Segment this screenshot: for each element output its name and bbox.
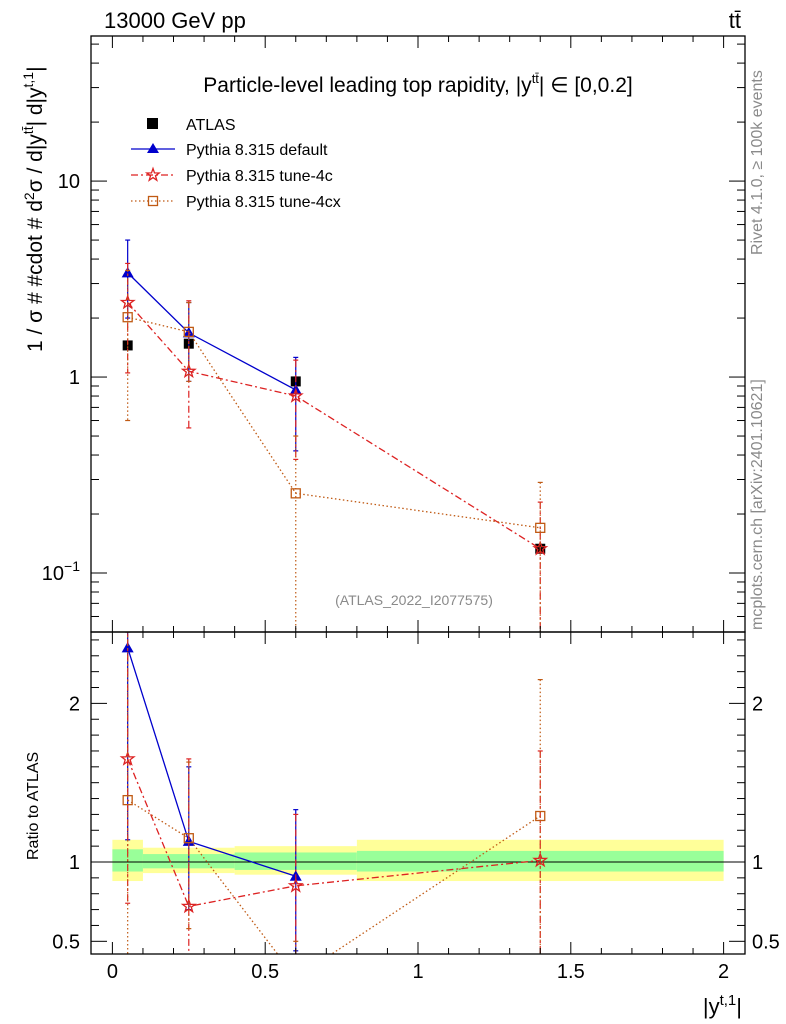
tune4cx-line [127, 316, 541, 529]
tune4cx-point [290, 488, 301, 499]
default-point [121, 266, 134, 278]
ratio-default-line [127, 647, 297, 877]
tune4cx-point [183, 326, 194, 338]
x-tick-label: 0 [107, 961, 118, 983]
ratio-tune4c-point [287, 877, 304, 893]
chart-title: Particle-level leading top rapidity, |yt… [203, 71, 632, 97]
default-line [127, 272, 297, 391]
series-default [121, 239, 302, 452]
ratio-series-tune4cx [122, 632, 546, 954]
legend: ATLAS Pythia 8.315 default Pythia 8.315 … [131, 117, 341, 211]
x-axis-title: |yt,1| [703, 992, 742, 1019]
ratio-tune4cx-line [127, 799, 541, 954]
legend-atlas-label: ATLAS [186, 117, 236, 134]
legend-atlas-marker [147, 118, 158, 129]
x-tick-label: 1 [412, 961, 423, 983]
legend-entry-tune4cx: Pythia 8.315 tune-4cx [131, 194, 341, 211]
rivet-version-label: Rivet 4.1.0, ≥ 100k events [749, 70, 766, 255]
main-y-tick-label: 10 [58, 171, 80, 193]
ratio-y-tick-label-right: 0.5 [752, 931, 780, 953]
tune4cx-point [535, 522, 546, 533]
tune4c-line [127, 302, 541, 550]
legend-tune4cx-label: Pythia 8.315 tune-4cx [186, 194, 341, 211]
legend-tune4cx-marker [147, 195, 159, 207]
ratio-y-tick-label-right: 2 [752, 693, 763, 715]
tune4c-point [287, 387, 304, 403]
x-tick-label: 1.5 [557, 961, 585, 983]
tune4cx-point [122, 312, 133, 323]
ratio-y-axis-title: Ratio to ATLAS [25, 752, 42, 860]
ratio-y-tick-label: 2 [69, 693, 80, 715]
axis-ticks: 0 0.5 1 1.5 2 10−1 1 10 0.5 0.5 1 1 2 2 [42, 36, 780, 983]
legend-tune4c-label: Pythia 8.315 tune-4c [186, 168, 333, 185]
legend-tune4c-marker [144, 166, 162, 182]
legend-default-marker [147, 143, 159, 153]
ratio-tune4c-line [127, 758, 541, 908]
ratio-tune4c-point [180, 897, 197, 914]
header-left-label: 13000 GeV pp [104, 8, 246, 33]
ratio-tune4cx-point [122, 794, 133, 806]
ratio-y-tick-label: 1 [69, 852, 80, 874]
header-right-label: tt̄ [729, 8, 741, 33]
ratio-tune4c-point [532, 851, 549, 868]
ratio-y-tick-label: 0.5 [52, 931, 80, 953]
ratio-series-tune4c [119, 632, 549, 954]
tune4c-point [119, 294, 136, 310]
mcplots-label: mcplots.cern.ch [arXiv:2401.10621] [749, 379, 766, 630]
series-tune4cx [122, 269, 546, 632]
main-y-axis-title: 1 / σ # #cdot # d2σ / d|ytt̄| d|yt,1| [20, 66, 47, 352]
legend-entry-default: Pythia 8.315 default [131, 142, 328, 159]
ratio-tune4cx-point [535, 810, 546, 822]
analysis-watermark: (ATLAS_2022_I2077575) [335, 592, 493, 608]
x-tick-label: 2 [718, 961, 729, 983]
main-y-tick-label: 1 [69, 367, 80, 389]
ratio-tune4cx-point [183, 833, 194, 844]
tune4c-point [180, 362, 197, 379]
ratio-default-point [121, 641, 134, 653]
legend-default-label: Pythia 8.315 default [186, 142, 328, 159]
x-tick-label: 0.5 [251, 961, 279, 983]
ratio-series-default [121, 632, 302, 952]
ratio-plot-data [119, 632, 549, 954]
main-y-tick-label: 10−1 [42, 558, 80, 585]
legend-entry-atlas: ATLAS [147, 117, 236, 134]
main-plot-data [119, 239, 549, 632]
legend-entry-tune4c: Pythia 8.315 tune-4c [131, 166, 333, 185]
ratio-y-tick-label-right: 1 [752, 852, 763, 874]
